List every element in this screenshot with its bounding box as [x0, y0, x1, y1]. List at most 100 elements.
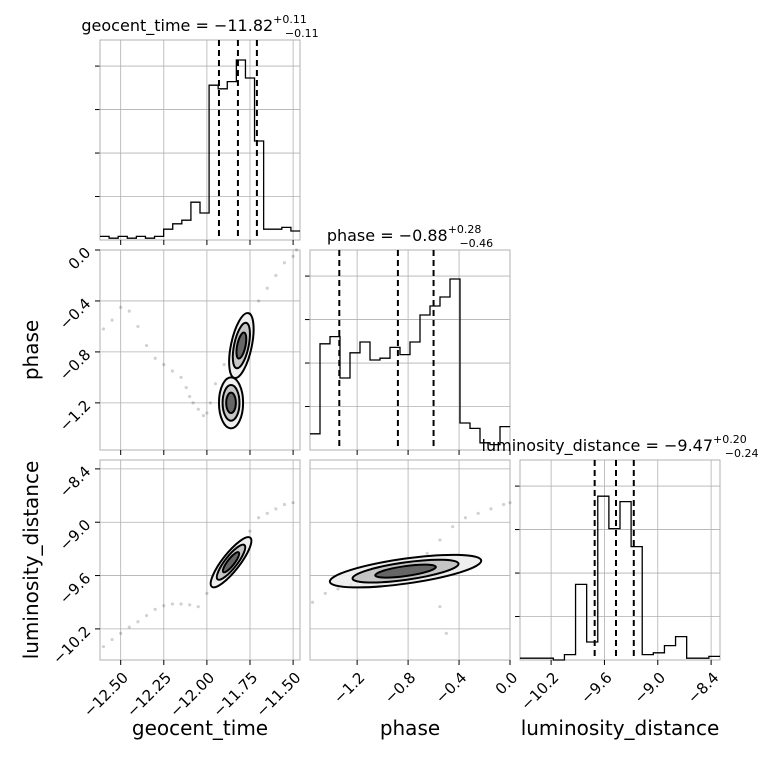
sample-point [438, 538, 442, 542]
histogram-bin [350, 353, 360, 450]
histogram-bin [191, 202, 200, 240]
sample-point [508, 501, 512, 505]
sample-point [213, 382, 218, 386]
sample-point [196, 407, 200, 411]
sample-point [282, 502, 287, 507]
y-tick-label-phase: −1.2 [56, 397, 94, 435]
histogram-luminosity_distance [520, 460, 720, 661]
sample-point [222, 363, 226, 367]
sample-point [310, 600, 315, 604]
sample-point [323, 591, 327, 595]
histogram-bin [380, 358, 390, 450]
x-tick-label-phase: −0.8 [381, 669, 419, 707]
histogram-bin [182, 220, 191, 240]
title-phase: phase = −0.88+0.28 −0.46 [327, 223, 493, 250]
sample-point [265, 511, 269, 515]
y-tick-label-luminosity_distance: −9.6 [56, 569, 94, 607]
x-tick-label-luminosity_distance: −8.4 [684, 669, 722, 707]
panel-frame [309, 459, 511, 661]
histogram-bin [642, 655, 653, 660]
title-luminosity-distance: luminosity_distance = −9.47+0.20 −0.24 [482, 433, 759, 460]
panel-frame [309, 249, 511, 451]
sample-point [208, 401, 212, 405]
sample-point [282, 261, 287, 265]
title-luminosity-distance-sup: +0.20 [713, 433, 747, 446]
sample-point [438, 605, 442, 609]
scatter-geocent-distance [101, 501, 295, 649]
histogram-bin [264, 229, 273, 240]
sample-point [110, 637, 114, 642]
sample-point [476, 511, 480, 515]
histogram-bin [450, 279, 460, 450]
sample-point [101, 327, 106, 331]
x-tick-label-luminosity_distance: −10.2 [517, 669, 562, 714]
sample-point [451, 525, 455, 529]
sample-point [274, 507, 278, 511]
sample-point [179, 375, 183, 379]
panel-frame [99, 459, 301, 661]
sample-point [188, 394, 192, 399]
contour-level [374, 563, 437, 579]
sample-point [170, 602, 175, 606]
panel-geocent_time-luminosity_distance [95, 459, 301, 665]
x-tick-label-phase: −1.2 [330, 669, 368, 707]
y-tick-label-phase: −0.4 [56, 295, 94, 333]
sample-point [257, 299, 261, 303]
title-phase-text: phase = −0.88 [327, 226, 448, 245]
histogram-step-line [310, 278, 510, 446]
ylabel-luminosity-distance: luminosity_distance [19, 461, 43, 660]
y-tick-label-luminosity_distance: −8.4 [56, 463, 94, 501]
panel-geocent_time-geocent_time [95, 39, 301, 245]
sample-point [188, 603, 192, 607]
title-geocent-time-sub: −0.11 [285, 27, 319, 40]
sample-point [144, 343, 149, 348]
sample-point [136, 620, 140, 624]
x-tick-label-geocent_time: −11.50 [252, 669, 304, 721]
sample-point [127, 309, 131, 313]
title-phase-sup: +0.28 [448, 223, 482, 236]
sample-point [184, 385, 188, 390]
contour-phase-distance [328, 553, 483, 589]
sample-point [291, 254, 295, 258]
sample-point [489, 507, 493, 511]
sample-point [144, 613, 149, 618]
sample-point [205, 591, 209, 595]
histogram-bin [598, 496, 609, 660]
x-tick-label-geocent_time: −12.00 [166, 669, 218, 721]
sample-point [274, 273, 278, 278]
histogram-bin [310, 434, 320, 450]
contour-level [221, 551, 241, 574]
sample-point [119, 631, 123, 635]
scatter-geocent-phase [101, 248, 299, 418]
histogram-bin [664, 646, 675, 660]
title-luminosity-distance-text: luminosity_distance = −9.47 [482, 436, 713, 456]
histogram-bin [609, 529, 620, 660]
panel-frame [519, 459, 721, 661]
histogram-bin [564, 655, 575, 660]
sample-point [153, 607, 157, 611]
panel-phase-phase [305, 249, 511, 455]
y-tick-label-luminosity_distance: −10.2 [49, 623, 94, 668]
sample-point [191, 401, 195, 405]
histogram-bin [620, 502, 631, 660]
sample-point [162, 363, 166, 367]
sample-point [101, 645, 106, 649]
histogram-geocent_time [100, 40, 300, 240]
sample-point [153, 356, 157, 360]
sample-point [502, 502, 506, 507]
histogram-bin [410, 342, 420, 450]
histogram-bin [209, 85, 218, 240]
contour-geocent-phase-lower [217, 376, 245, 430]
sample-point [294, 248, 299, 252]
contour-level [235, 331, 248, 360]
histogram-bin [227, 82, 236, 240]
sample-point [444, 631, 448, 635]
x-tick-label-luminosity_distance: −9.6 [577, 669, 615, 707]
histogram-bin [400, 355, 410, 450]
histogram-bin [173, 224, 182, 240]
histogram-step-line [520, 495, 720, 661]
histogram-bin [470, 428, 480, 450]
sample-point [127, 625, 131, 629]
y-tick-label-phase: −0.8 [56, 346, 94, 384]
